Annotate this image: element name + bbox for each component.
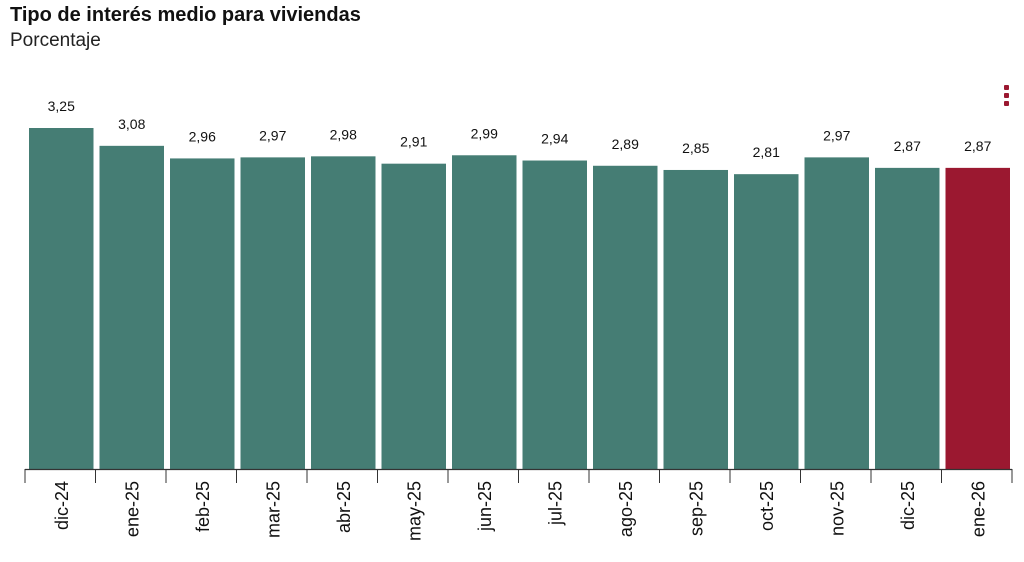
x-tick-label: abr-25	[334, 481, 354, 533]
bar-ene-25	[99, 145, 164, 470]
x-tick-label: sep-25	[687, 481, 707, 536]
x-tick-label: dic-24	[52, 481, 72, 530]
data-label: 2,81	[753, 144, 780, 160]
bar-nov-25	[804, 157, 869, 469]
data-label: 3,25	[48, 98, 75, 114]
data-label: 2,87	[964, 138, 991, 154]
chart-subtitle: Porcentaje	[10, 30, 101, 51]
menu-dot	[1004, 85, 1009, 90]
x-tick-label: nov-25	[828, 481, 848, 536]
x-tick-label: ene-26	[969, 481, 989, 537]
bar-sep-25	[663, 169, 728, 469]
bar-dic-25	[875, 167, 940, 469]
kebab-menu-icon[interactable]	[1003, 85, 1011, 107]
bar-oct-25	[734, 174, 799, 470]
x-tick-label: oct-25	[757, 481, 777, 531]
menu-dot	[1004, 93, 1009, 98]
bar-abr-25	[311, 156, 376, 469]
x-tick-label: dic-25	[898, 481, 918, 530]
x-tick-label: jul-25	[546, 481, 566, 526]
bar-mar-25	[240, 157, 305, 469]
data-label: 2,97	[823, 127, 850, 143]
x-tick-label: jun-25	[475, 481, 495, 532]
bar-may-25	[381, 163, 446, 470]
data-label: 2,85	[682, 140, 709, 156]
data-label: 2,94	[541, 131, 568, 147]
chart-title: Tipo de interés medio para viviendas	[10, 4, 361, 26]
data-label: 2,91	[400, 134, 427, 150]
x-tick-label: feb-25	[193, 481, 213, 532]
x-tick-label: ene-25	[123, 481, 143, 537]
data-label: 2,89	[612, 136, 639, 152]
x-tick-label: mar-25	[264, 481, 284, 538]
bar-jun-25	[452, 155, 517, 469]
x-tick-label: ago-25	[616, 481, 636, 537]
bar-dic-24	[29, 128, 94, 469]
bar-ene-26	[945, 167, 1010, 469]
data-label: 2,87	[894, 138, 921, 154]
data-label: 3,08	[118, 116, 145, 132]
menu-dot	[1004, 101, 1009, 106]
data-label: 2,96	[189, 128, 216, 144]
data-label: 2,99	[471, 125, 498, 141]
bar-feb-25	[170, 158, 235, 470]
data-label: 2,98	[330, 126, 357, 142]
x-tick-label: may-25	[405, 481, 425, 541]
bar-ago-25	[593, 165, 658, 469]
bar-jul-25	[522, 160, 587, 469]
data-label: 2,97	[259, 127, 286, 143]
